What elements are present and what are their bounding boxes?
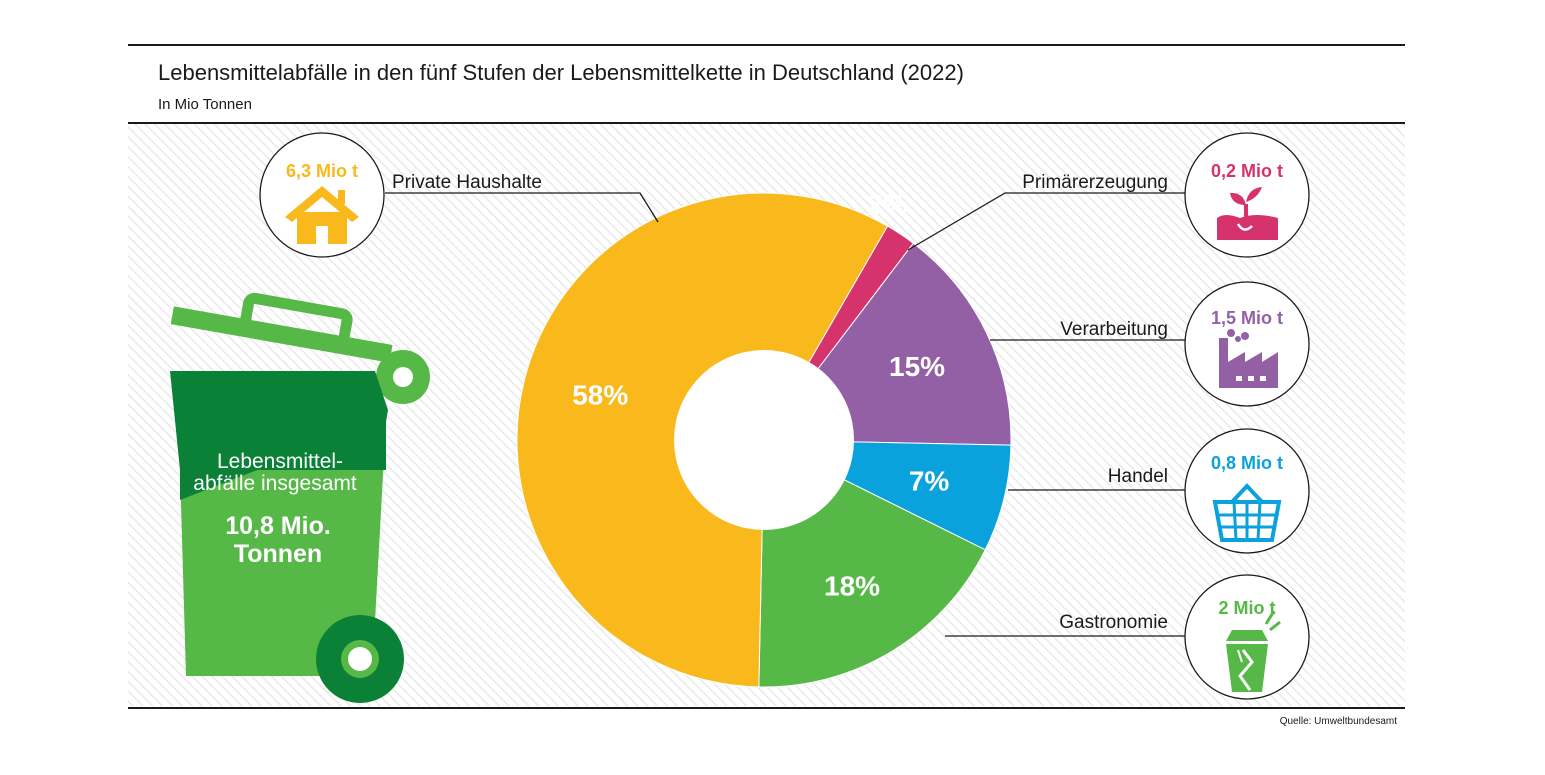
source-note: Quelle: Umweltbundesamt <box>1279 716 1397 727</box>
total-label-line1: Lebensmittel- <box>217 450 343 473</box>
chart-title: Lebensmittelabfälle in den fünf Stufen d… <box>158 60 964 85</box>
bin-lid <box>170 292 393 363</box>
takeout-box-icon <box>1226 610 1281 692</box>
factory-icon <box>1219 329 1278 388</box>
percent-label-prim-rerzeugung: 2% <box>867 188 908 219</box>
leader-line-private-haushalte <box>385 192 659 223</box>
total-value-line1: 10,8 Mio. <box>225 512 331 540</box>
basket-icon <box>1212 483 1282 542</box>
header-rule <box>128 122 1405 124</box>
amount-handel: 0,8 Mio t <box>1211 453 1283 473</box>
total-label-line2: abfälle insgesamt <box>193 472 357 495</box>
badge-handel: 0,8 Mio t <box>1184 428 1310 554</box>
category-label-verarbeitung: Verarbeitung <box>1060 319 1168 340</box>
category-label-primaererzeugung: Primärerzeugung <box>1022 172 1168 193</box>
leader-line-primaererzeugung <box>907 192 1185 251</box>
trash-bin-total: Lebensmittel- abfälle insgesamt 10,8 Mio… <box>170 292 430 703</box>
amount-verarbeitung: 1,5 Mio t <box>1211 308 1283 328</box>
badge-private-haushalte: 6,3 Mio t <box>259 132 385 258</box>
percent-label-verarbeitung: 15% <box>889 351 945 382</box>
percent-labels: 2% 15% 7% 18% 58% <box>572 188 949 601</box>
amount-primaererzeugung: 0,2 Mio t <box>1211 161 1283 181</box>
amount-private-haushalte: 6,3 Mio t <box>286 161 358 181</box>
bin-body-bottom <box>180 420 386 676</box>
category-label-handel: Handel <box>1108 466 1168 487</box>
top-rule <box>128 44 1405 46</box>
donut-hole <box>674 350 854 530</box>
badge-verarbeitung: 1,5 Mio t <box>1184 281 1310 407</box>
bottom-rule <box>128 707 1405 709</box>
sprout-icon <box>1217 187 1278 240</box>
chart-subtitle: In Mio Tonnen <box>158 96 252 113</box>
category-label-gastronomie: Gastronomie <box>1059 612 1168 633</box>
badge-gastronomie: 2 Mio t <box>1184 574 1310 700</box>
percent-label-gastronomie: 18% <box>824 570 880 601</box>
amount-gastronomie: 2 Mio t <box>1219 598 1276 618</box>
percent-label-private-haushalte: 58% <box>572 379 628 410</box>
badge-primaererzeugung: 0,2 Mio t <box>1184 132 1310 258</box>
house-icon <box>285 186 359 244</box>
category-label-private-haushalte: Private Haushalte <box>392 172 542 193</box>
percent-label-handel: 7% <box>909 466 950 497</box>
total-value-line2: Tonnen <box>234 540 322 568</box>
